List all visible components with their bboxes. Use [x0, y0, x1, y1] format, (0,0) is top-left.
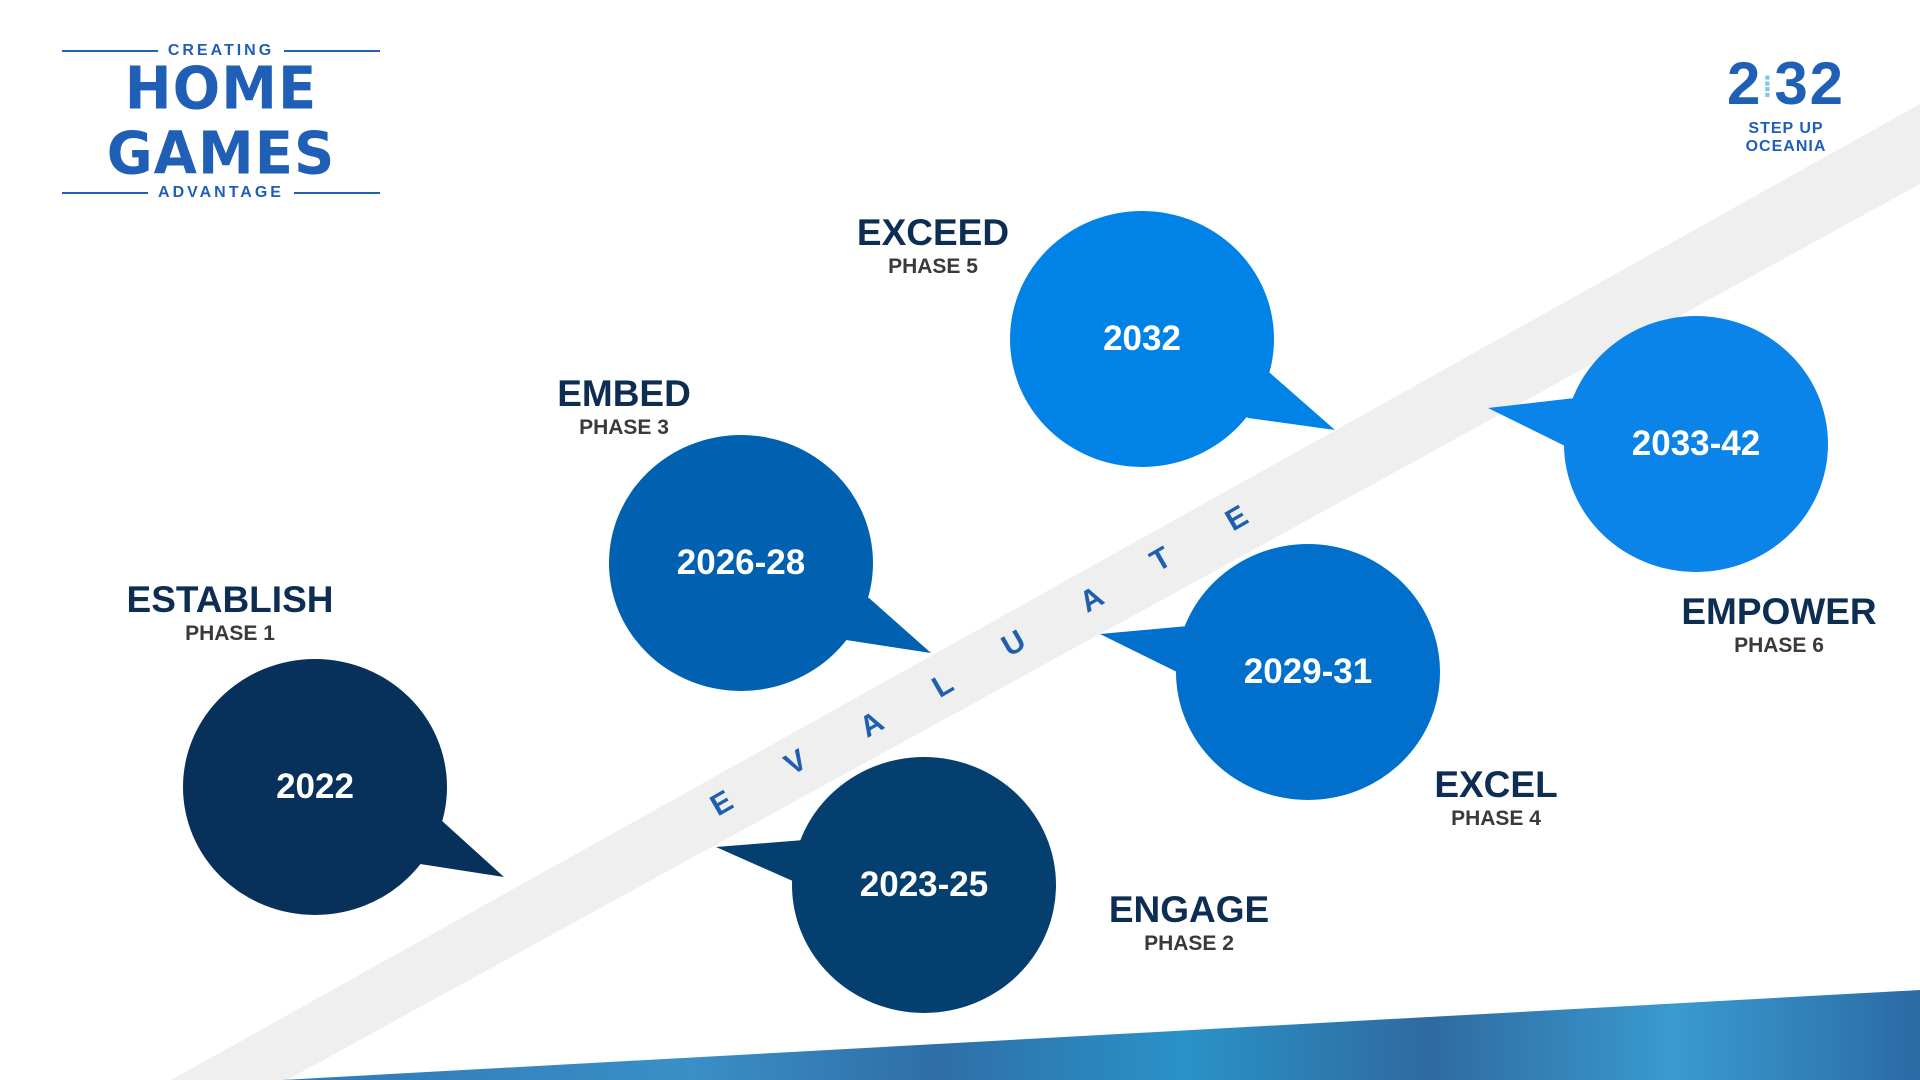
phase-title: EMPOWER — [1681, 591, 1877, 632]
phase-bubble-2 — [792, 757, 1056, 1013]
phase-bubble-4 — [1176, 544, 1440, 800]
phase-number: PHASE 2 — [1144, 932, 1234, 955]
bottom-stripe — [282, 990, 1920, 1080]
bubble-years: 2032 — [1103, 319, 1181, 358]
bubble-years: 2023-25 — [859, 865, 989, 904]
phase-bubble-1 — [183, 659, 447, 915]
logo-digit-left: 2 — [1726, 50, 1763, 117]
phase-number: PHASE 4 — [1451, 807, 1541, 830]
evaluate-band — [171, 104, 1920, 1080]
home-games-logo: CREATING HOME GAMES ADVANTAGE — [62, 42, 380, 202]
phase-title: ESTABLISH — [126, 579, 334, 620]
logo-main-text: HOME GAMES — [106, 54, 336, 189]
dots-icon: ⁞ — [1762, 71, 1775, 105]
phase-title: EXCEL — [1434, 764, 1558, 805]
phase-bubble-6 — [1564, 316, 1828, 572]
phase-number: PHASE 6 — [1734, 634, 1824, 657]
logo-bottom-text: ADVANTAGE — [62, 184, 380, 202]
bubble-years: 2026-28 — [676, 543, 806, 582]
phase-number: PHASE 3 — [579, 416, 669, 439]
phase-bubble-3 — [609, 435, 873, 691]
bubble-years: 2033-42 — [1631, 424, 1761, 463]
phase-number: PHASE 5 — [888, 255, 978, 278]
phase-bubble-5 — [1010, 211, 1274, 467]
phase-number: PHASE 1 — [185, 622, 275, 645]
logo-tagline: STEP UP OCEANIA — [1745, 120, 1827, 156]
2032-logo: 2⁞32 STEP UP OCEANIA — [1706, 52, 1866, 156]
bubble-years: 2029-31 — [1243, 652, 1373, 691]
phase-title: ENGAGE — [1108, 889, 1270, 930]
phase-title: EMBED — [557, 373, 691, 414]
bubble-years: 2022 — [276, 767, 354, 806]
logo-digits-right: 32 — [1774, 50, 1846, 117]
logo-top-text: CREATING — [62, 42, 380, 60]
phase-title: EXCEED — [856, 212, 1010, 253]
